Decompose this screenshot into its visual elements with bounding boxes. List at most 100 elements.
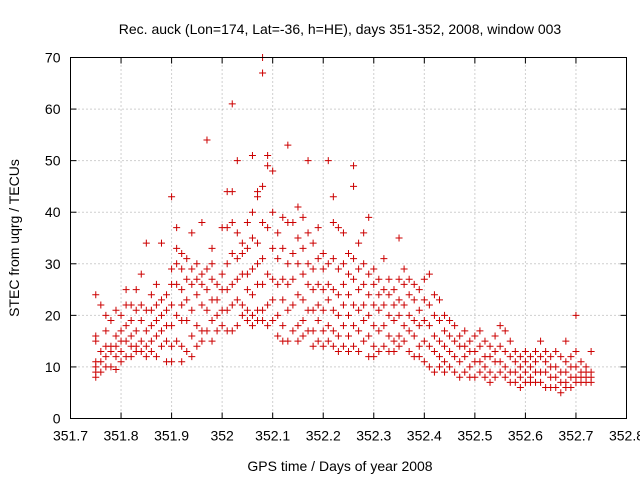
data-point <box>415 353 423 361</box>
y-tick-label: 70 <box>45 50 61 66</box>
data-point <box>117 311 125 319</box>
data-point <box>567 384 575 392</box>
data-point <box>314 317 322 325</box>
data-point <box>274 229 282 237</box>
data-point <box>223 260 231 268</box>
data-point <box>385 291 393 299</box>
data-point <box>572 311 580 319</box>
data-point <box>435 337 443 345</box>
data-point <box>299 296 307 304</box>
data-point <box>451 337 459 345</box>
data-point <box>466 363 474 371</box>
data-point <box>269 167 277 175</box>
x-tick-label: 352.8 <box>609 428 640 444</box>
data-point <box>223 286 231 294</box>
data-point <box>97 301 105 309</box>
data-point <box>516 373 524 381</box>
data-point <box>254 193 262 201</box>
data-point <box>168 193 176 201</box>
data-point <box>107 317 115 325</box>
data-point <box>157 311 165 319</box>
data-point <box>163 306 171 314</box>
data-point <box>304 229 312 237</box>
axis-ticks: 351.7 351.8 351.9 352 352.1 352.2 352.3 352.4 35… <box>45 50 640 444</box>
data-point <box>375 347 383 355</box>
data-point <box>259 317 267 325</box>
data-point <box>137 270 145 278</box>
data-point <box>269 296 277 304</box>
data-point <box>137 337 145 345</box>
data-point <box>97 358 105 366</box>
data-point <box>299 213 307 221</box>
data-point <box>309 306 317 314</box>
data-point <box>259 306 267 314</box>
data-point <box>269 208 277 216</box>
chart-title: Rec. auck (Lon=174, Lat=-36, h=HE), days… <box>119 21 562 37</box>
data-point <box>183 317 191 325</box>
data-point <box>415 322 423 330</box>
data-point <box>178 265 186 273</box>
data-point <box>350 275 358 283</box>
data-point <box>360 280 368 288</box>
data-point <box>223 224 231 232</box>
data-point <box>294 337 302 345</box>
data-point <box>304 260 312 268</box>
data-point <box>430 347 438 355</box>
y-tick-label: 10 <box>45 359 61 375</box>
data-point <box>309 265 317 273</box>
data-point <box>188 306 196 314</box>
data-point <box>147 322 155 330</box>
data-point <box>183 255 191 263</box>
data-point <box>395 275 403 283</box>
data-point <box>294 322 302 330</box>
data-point <box>279 213 287 221</box>
data-point <box>370 280 378 288</box>
data-point <box>173 311 181 319</box>
data-point <box>127 353 135 361</box>
data-point <box>375 275 383 283</box>
data-point <box>435 363 443 371</box>
data-point <box>355 286 363 294</box>
data-point <box>516 363 524 371</box>
data-point <box>481 337 489 345</box>
data-point <box>476 358 484 366</box>
data-point <box>228 219 236 227</box>
data-point <box>526 363 534 371</box>
data-point <box>203 265 211 273</box>
data-point <box>147 347 155 355</box>
data-point <box>319 342 327 350</box>
data-point <box>405 291 413 299</box>
data-point <box>562 358 570 366</box>
data-point <box>365 332 373 340</box>
data-point <box>425 270 433 278</box>
data-point <box>208 244 216 252</box>
data-point <box>430 332 438 340</box>
data-point <box>188 353 196 361</box>
data-point <box>248 234 256 242</box>
data-point <box>269 275 277 283</box>
data-point <box>557 389 565 397</box>
data-point <box>350 301 358 309</box>
data-point <box>132 286 140 294</box>
data-point <box>289 301 297 309</box>
data-point <box>430 311 438 319</box>
data-point <box>294 234 302 242</box>
data-point <box>521 368 529 376</box>
data-point <box>243 317 251 325</box>
data-point <box>137 317 145 325</box>
data-point <box>274 311 282 319</box>
data-point <box>319 327 327 335</box>
data-point <box>476 368 484 376</box>
data-point <box>334 311 342 319</box>
data-point <box>274 332 282 340</box>
data-point <box>314 280 322 288</box>
data-point <box>102 353 110 361</box>
data-point <box>552 373 560 381</box>
data-point <box>370 353 378 361</box>
data-point <box>233 275 241 283</box>
data-point <box>299 270 307 278</box>
data-point <box>208 317 216 325</box>
data-point <box>142 327 150 335</box>
data-point <box>425 363 433 371</box>
data-point <box>228 249 236 257</box>
